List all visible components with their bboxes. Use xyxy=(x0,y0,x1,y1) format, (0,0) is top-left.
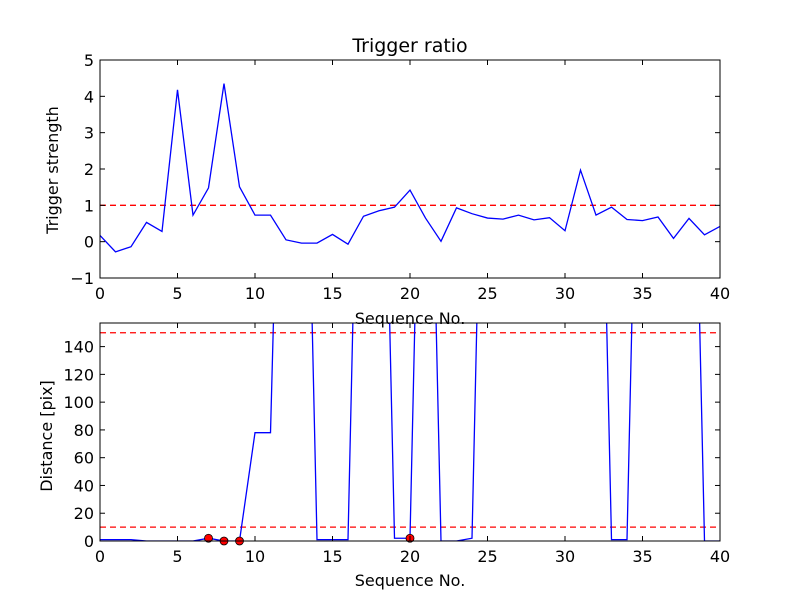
plot-frame xyxy=(99,322,721,542)
x-tick-label: 10 xyxy=(245,284,265,303)
x-axis-label: Sequence No. xyxy=(355,571,466,590)
y-axis-label: Trigger strength xyxy=(43,106,62,235)
x-tick-label: 25 xyxy=(477,284,497,303)
x-tick-label: 35 xyxy=(632,284,652,303)
x-axis-ticks: 0 5 10 15 20 25 30 35 40 xyxy=(95,60,730,303)
y-axis-ticks: −1 0 1 2 3 4 5 xyxy=(70,51,720,288)
x-tick-label: 40 xyxy=(710,547,730,566)
y-tick-label: 120 xyxy=(63,365,94,384)
y-tick-label: 2 xyxy=(84,160,94,179)
x-tick-label: 30 xyxy=(555,547,575,566)
x-tick-label: 15 xyxy=(322,284,342,303)
x-tick-label: 20 xyxy=(400,284,420,303)
y-tick-label: 40 xyxy=(74,476,94,495)
y-tick-label: −1 xyxy=(70,269,94,288)
x-tick-label: 20 xyxy=(400,547,420,566)
y-axis-label: Distance [pix] xyxy=(37,380,56,492)
marker-points xyxy=(204,533,415,546)
x-tick-label: 0 xyxy=(95,547,105,566)
y-tick-label: 0 xyxy=(84,233,94,252)
distance-chart: 0 5 10 15 20 25 30 35 40 0 20 40 60 80 100 120 140 Sequ… xyxy=(37,322,730,590)
y-tick-label: 60 xyxy=(74,449,94,468)
y-axis-ticks: 0 20 40 60 80 100 120 140 xyxy=(63,338,720,551)
y-tick-label: 80 xyxy=(74,421,94,440)
x-tick-label: 0 xyxy=(95,284,105,303)
y-tick-label: 20 xyxy=(74,504,94,523)
x-tick-label: 5 xyxy=(172,547,182,566)
y-tick-label: 0 xyxy=(84,532,94,551)
series-line xyxy=(100,323,720,541)
chart-title: Trigger ratio xyxy=(351,35,467,57)
x-tick-label: 10 xyxy=(245,547,265,566)
series-line xyxy=(100,83,720,253)
x-tick-label: 35 xyxy=(632,547,652,566)
x-tick-label: 30 xyxy=(555,284,575,303)
y-tick-label: 140 xyxy=(63,338,94,357)
x-tick-label: 5 xyxy=(172,284,182,303)
y-tick-label: 3 xyxy=(84,124,94,143)
x-tick-label: 25 xyxy=(477,547,497,566)
y-tick-label: 1 xyxy=(84,196,94,215)
plot-frame xyxy=(99,59,721,279)
threshold-lines xyxy=(100,332,720,528)
x-tick-label: 40 xyxy=(710,284,730,303)
trigger-ratio-chart: Trigger ratio 0 5 10 15 20 25 30 35 40 −1012345 … xyxy=(43,35,730,328)
x-axis-ticks: 0 5 10 15 20 25 30 35 40 xyxy=(95,323,730,566)
y-tick-label: 5 xyxy=(84,51,94,70)
y-tick-label: 100 xyxy=(63,393,94,412)
y-tick-label: 4 xyxy=(84,87,94,106)
marker-point xyxy=(204,533,213,543)
x-tick-label: 15 xyxy=(322,547,342,566)
